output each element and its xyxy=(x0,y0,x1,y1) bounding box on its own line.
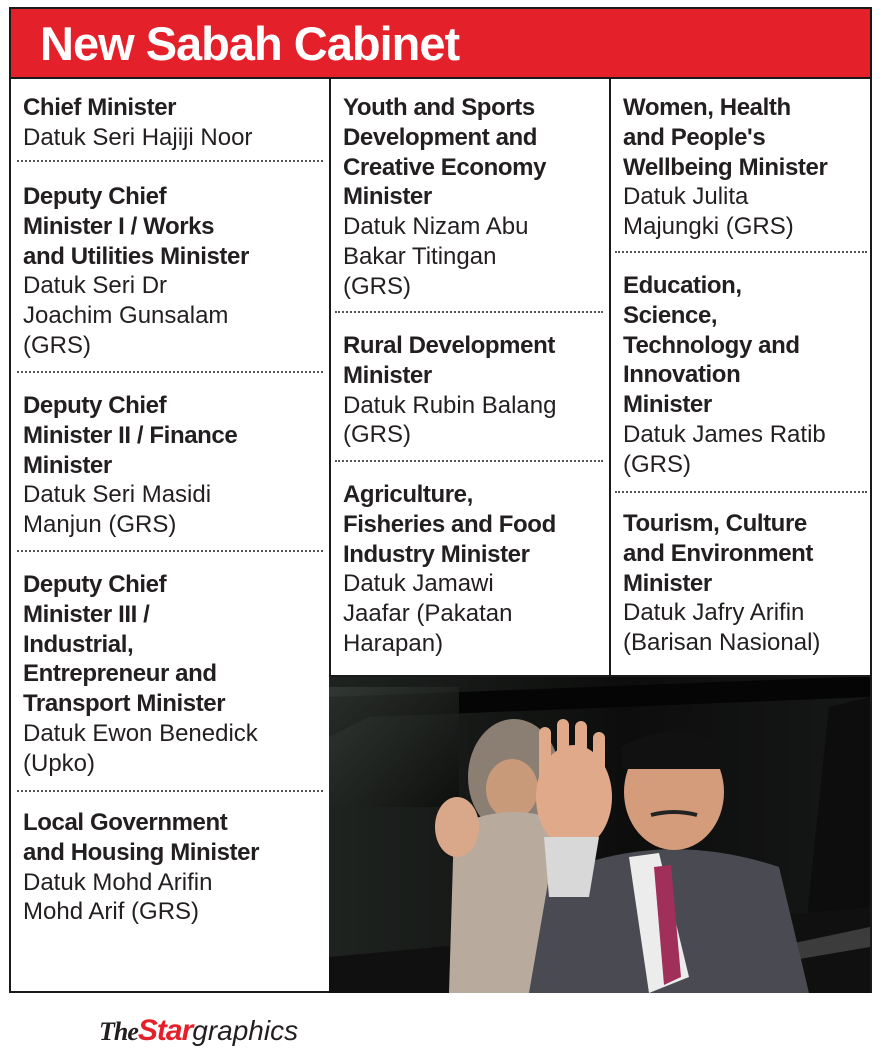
divider xyxy=(17,371,323,373)
divider xyxy=(17,160,323,162)
minister-entry: Deputy Chief Minister II / Finance Minis… xyxy=(23,391,323,540)
minister-entry: Rural Development Minister Datuk Rubin B… xyxy=(343,331,603,450)
minister-name: Datuk Seri Hajiji Noor xyxy=(23,123,253,151)
divider xyxy=(335,460,603,462)
column-1: Chief Minister Datuk Seri Hajiji Noor De… xyxy=(11,79,329,1047)
minister-role: Agriculture, Fisheries and Food Industry… xyxy=(343,481,556,568)
minister-role: Deputy Chief Minister II / Finance Minis… xyxy=(23,392,238,479)
minister-entry: Women, Health and People's Wellbeing Min… xyxy=(623,93,864,242)
minister-entry: Local Government and Housing Minister Da… xyxy=(23,808,323,927)
title-banner: New Sabah Cabinet xyxy=(11,9,870,79)
thestar-graphics-logo: TheStargraphics xyxy=(99,1014,319,1054)
minister-entry: Agriculture, Fisheries and Food Industry… xyxy=(343,480,603,659)
minister-role: Chief Minister xyxy=(23,94,177,121)
minister-role: Local Government and Housing Minister xyxy=(23,809,260,866)
page-title: New Sabah Cabinet xyxy=(40,17,460,70)
minister-entry: Deputy Chief Minister III / Industrial, … xyxy=(23,570,323,779)
logo-star: Star xyxy=(137,1014,193,1047)
minister-name: Datuk James Ratib (GRS) xyxy=(623,420,826,478)
minister-name: Datuk Rubin Balang (GRS) xyxy=(343,391,557,449)
column-2: Youth and Sports Development and Creativ… xyxy=(329,79,609,675)
minister-role: Tourism, Culture and Environment Ministe… xyxy=(623,510,814,597)
minister-name: Datuk Seri Masidi Manjun (GRS) xyxy=(23,481,212,539)
minister-role: Rural Development Minister xyxy=(343,332,555,389)
minister-name: Datuk Ewon Benedick (Upko) xyxy=(23,719,258,777)
logo-graphics: graphics xyxy=(192,1015,299,1046)
divider xyxy=(615,251,867,253)
chief-minister-photo xyxy=(329,675,870,993)
cabinet-graphic: New Sabah Cabinet Chief Minister Datuk S… xyxy=(9,7,872,1047)
minister-role: Deputy Chief Minister III / Industrial, … xyxy=(23,571,226,718)
minister-entry: Youth and Sports Development and Creativ… xyxy=(343,93,603,302)
divider xyxy=(615,491,867,493)
minister-name: Datuk Julita Majungki (GRS) xyxy=(623,183,794,241)
column-3: Women, Health and People's Wellbeing Min… xyxy=(609,79,870,675)
minister-role: Deputy Chief Minister I / Works and Util… xyxy=(23,183,249,270)
minister-name: Datuk Jafry Arifin (Barisan Nasional) xyxy=(623,599,821,657)
minister-entry: Education, Science, Technology and Innov… xyxy=(623,271,864,480)
minister-entry: Tourism, Culture and Environment Ministe… xyxy=(623,509,864,658)
logo-the: The xyxy=(99,1017,139,1046)
minister-role: Women, Health and People's Wellbeing Min… xyxy=(623,94,828,181)
minister-role: Youth and Sports Development and Creativ… xyxy=(343,94,547,211)
photo-illustration xyxy=(329,677,870,993)
minister-name: Datuk Nizam Abu Bakar Titingan (GRS) xyxy=(343,213,529,300)
minister-name: Datuk Mohd Arifin Mohd Arif (GRS) xyxy=(23,868,213,926)
minister-name: Datuk Seri Dr Joachim Gunsalam (GRS) xyxy=(23,272,229,359)
minister-entry: Chief Minister Datuk Seri Hajiji Noor xyxy=(23,93,323,153)
divider xyxy=(17,790,323,792)
minister-entry: Deputy Chief Minister I / Works and Util… xyxy=(23,182,323,361)
divider xyxy=(335,311,603,313)
minister-role: Education, Science, Technology and Innov… xyxy=(623,272,800,419)
minister-name: Datuk Jamawi Jaafar (Pakatan Harapan) xyxy=(343,570,513,657)
divider xyxy=(17,550,323,552)
